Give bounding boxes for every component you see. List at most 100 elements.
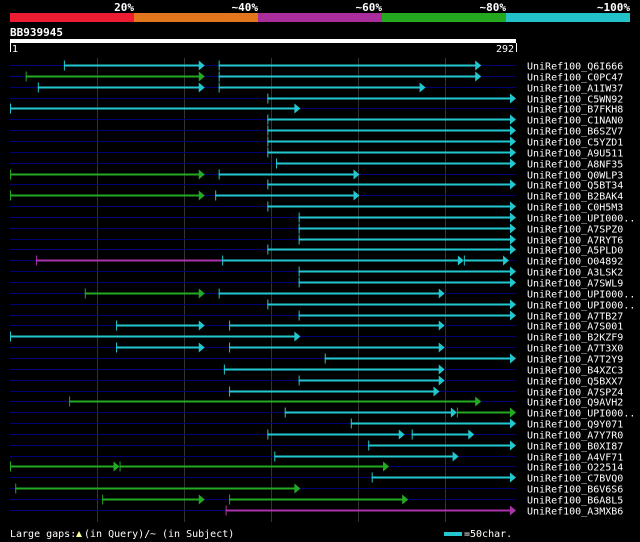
hit-label[interactable]: UniRef100_Q5BXX7: [527, 377, 623, 388]
hit-row[interactable]: [10, 353, 516, 364]
hit-row[interactable]: [10, 429, 516, 440]
hit-row[interactable]: [10, 82, 516, 93]
subject-gap-marker: ~: [150, 529, 156, 540]
hit-row[interactable]: [10, 114, 516, 125]
hit-row[interactable]: [10, 396, 516, 407]
hit-label[interactable]: UniRef100_A1IW37: [527, 84, 623, 95]
segment-arrow-icon: [510, 212, 516, 223]
hit-row[interactable]: [10, 386, 516, 397]
hit-label[interactable]: UniRef100_Q0WLP3: [527, 171, 623, 182]
hit-label[interactable]: UniRef100_B6SZV7: [527, 127, 623, 138]
hit-label[interactable]: UniRef100_UPI000..: [527, 409, 635, 420]
hit-row[interactable]: [10, 418, 516, 429]
hit-row[interactable]: [10, 483, 516, 494]
hit-label[interactable]: UniRef100_UPI000..: [527, 301, 635, 312]
hit-label[interactable]: UniRef100_Q9Y071: [527, 420, 623, 431]
segment-arrow-icon: [510, 201, 516, 212]
hit-label[interactable]: UniRef100_Q9AVH2: [527, 398, 623, 409]
hit-label[interactable]: UniRef100_B4XZC3: [527, 366, 623, 377]
hit-row[interactable]: [10, 310, 516, 321]
hit-row[interactable]: [10, 331, 516, 342]
segment-arrow-icon: [510, 277, 516, 288]
hit-label[interactable]: UniRef100_A8NF35: [527, 160, 623, 171]
hit-label[interactable]: UniRef100_C7BVQ0: [527, 474, 623, 485]
segment-arrow-icon: [438, 320, 445, 331]
hit-row[interactable]: [10, 93, 516, 104]
hit-label[interactable]: UniRef100_B2BAK4: [527, 192, 623, 203]
hit-row[interactable]: [10, 494, 516, 505]
hit-label[interactable]: UniRef100_A7Y7R0: [527, 431, 623, 442]
hit-row[interactable]: [10, 440, 516, 451]
hit-row[interactable]: [10, 190, 516, 201]
hit-row[interactable]: [10, 136, 516, 147]
hit-row[interactable]: [10, 60, 516, 71]
hit-row[interactable]: [10, 277, 516, 288]
segment-arrow-icon: [510, 179, 516, 190]
hit-label[interactable]: UniRef100_A7T3X0: [527, 344, 623, 355]
hit-row[interactable]: [10, 266, 516, 277]
hit-row[interactable]: [10, 472, 516, 483]
hit-label[interactable]: UniRef100_B2KZF9: [527, 333, 623, 344]
hit-row[interactable]: [10, 461, 516, 472]
hit-label[interactable]: UniRef100_A7RYT6: [527, 236, 623, 247]
hit-row[interactable]: [10, 299, 516, 310]
hit-row[interactable]: [10, 169, 516, 180]
hit-label[interactable]: UniRef100_C0H5M3: [527, 203, 623, 214]
hit-label[interactable]: UniRef100_B7FKH8: [527, 105, 623, 116]
hit-label[interactable]: UniRef100_C1NAN0: [527, 116, 623, 127]
query-bar: [10, 39, 516, 43]
hit-label[interactable]: UniRef100_C5YZD1: [527, 138, 623, 149]
hit-row[interactable]: [10, 364, 516, 375]
segment-arrow-icon: [510, 353, 516, 364]
hit-row[interactable]: [10, 255, 516, 266]
hit-row[interactable]: [10, 71, 516, 82]
hit-row[interactable]: [10, 223, 516, 234]
hit-label[interactable]: UniRef100_Q5BT34: [527, 181, 623, 192]
hit-label[interactable]: UniRef100_A9U511: [527, 149, 623, 160]
hit-row[interactable]: [10, 147, 516, 158]
hit-label[interactable]: UniRef100_A7SPZ4: [527, 388, 623, 399]
segment-arrow-icon: [510, 505, 516, 516]
hit-label[interactable]: UniRef100_UPI000..: [527, 290, 635, 301]
hit-label[interactable]: UniRef100_A4VF71: [527, 453, 623, 464]
hit-row[interactable]: [10, 103, 516, 114]
hit-label[interactable]: UniRef100_C0PC47: [527, 73, 623, 84]
hit-row[interactable]: [10, 375, 516, 386]
hit-label[interactable]: UniRef100_A5PLD0: [527, 246, 623, 257]
hit-row[interactable]: [10, 288, 516, 299]
segment-arrow-icon: [510, 440, 516, 451]
hit-row[interactable]: [10, 125, 516, 136]
hit-label[interactable]: UniRef100_A7SPZ0: [527, 225, 623, 236]
hit-label[interactable]: UniRef100_A3MXB6: [527, 507, 623, 518]
hit-label[interactable]: UniRef100_O04892: [527, 257, 623, 268]
hit-row[interactable]: [10, 320, 516, 331]
hit-row[interactable]: [10, 342, 516, 353]
segment-arrow-icon: [198, 169, 205, 180]
hit-label[interactable]: UniRef100_O22514: [527, 463, 623, 474]
hit-row[interactable]: [10, 451, 516, 462]
hit-row[interactable]: [10, 407, 516, 418]
hit-label[interactable]: UniRef100_A7SWL9: [527, 279, 623, 290]
gaps-label: Large gaps:: [10, 529, 82, 540]
segment-arrow-icon: [510, 125, 516, 136]
hit-row[interactable]: [10, 244, 516, 255]
hit-label[interactable]: UniRef100_B6V6S6: [527, 485, 623, 496]
hit-label[interactable]: UniRef100_Q6I666: [527, 62, 623, 73]
hit-label[interactable]: UniRef100_B0XI87: [527, 442, 623, 453]
hit-label[interactable]: UniRef100_B6A8L5: [527, 496, 623, 507]
hit-row[interactable]: [10, 212, 516, 223]
hit-row[interactable]: [10, 179, 516, 190]
segment-arrow-icon: [438, 375, 445, 386]
hit-label[interactable]: UniRef100_A3LSK2: [527, 268, 623, 279]
hit-row[interactable]: [10, 158, 516, 169]
hit-row[interactable]: [10, 201, 516, 212]
legend-bar-orange: [134, 13, 258, 22]
hit-label[interactable]: UniRef100_A7TB27: [527, 312, 623, 323]
hit-label[interactable]: UniRef100_A7S001: [527, 322, 623, 333]
hit-label[interactable]: UniRef100_C5WN92: [527, 95, 623, 106]
segment-arrow-icon: [198, 60, 205, 71]
hit-row[interactable]: [10, 505, 516, 516]
hit-row[interactable]: [10, 234, 516, 245]
hit-label[interactable]: UniRef100_A7T2Y9: [527, 355, 623, 366]
hit-label[interactable]: UniRef100_UPI000..: [527, 214, 635, 225]
